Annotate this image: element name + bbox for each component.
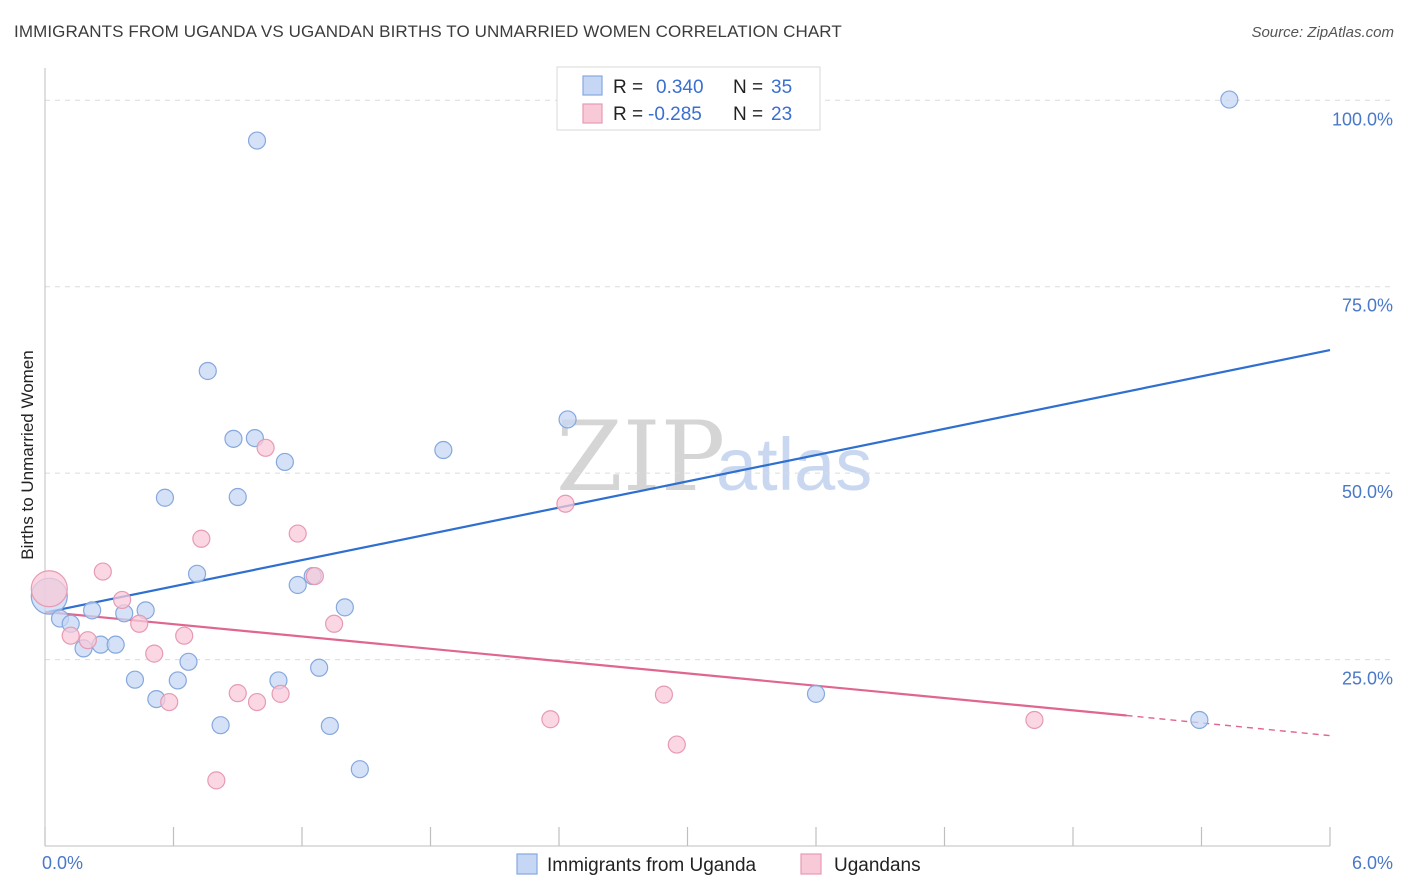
point-blue-20 [247,131,267,150]
legend-n-label-pink: N = [733,104,763,125]
x-tick-label-min: 0.0% [42,853,83,873]
point-blue-23 [288,575,307,595]
point-pink-1 [61,626,80,645]
point-blue-30 [558,410,577,429]
point-blue-27 [335,598,354,617]
point-pink-13 [256,438,275,457]
point-blue-15 [198,361,217,381]
point-blue-22 [275,452,294,472]
point-blue-28 [350,760,369,779]
trend-line-pink [44,610,1127,717]
legend-n-value-blue: 35 [771,77,792,98]
point-pink-5 [130,614,149,633]
series-legend-swatch-pink [800,853,822,875]
point-pink-11 [228,684,247,703]
legend-r-label-pink: R = [613,104,643,125]
y-axis-title: Births to Unmarried Women [18,350,37,559]
y-tick-label-50: 50.0% [1342,482,1393,502]
series-legend-label-pink: Ugandans [834,855,921,876]
chart-title: IMMIGRANTS FROM UGANDA VS UGANDAN BIRTHS… [14,22,842,41]
y-tick-label-75: 75.0% [1342,296,1393,316]
point-pink-21 [667,735,686,754]
stats-legend: R = 0.340 N = 35 R = -0.285 N = 23 [556,66,821,131]
point-pink-14 [271,684,290,703]
source-label: Source: ZipAtlas.com [1251,24,1394,41]
point-blue-33 [1220,90,1239,109]
point-blue-14 [187,564,207,583]
trend-lines [44,349,1331,737]
data-points [30,90,1239,790]
point-pink-4 [112,590,132,610]
trend-line-pink-extension [1126,714,1331,737]
legend-n-label-blue: N = [733,77,763,98]
point-blue-12 [168,671,187,690]
point-blue-17 [224,429,243,448]
point-blue-16 [211,716,230,735]
point-pink-6 [145,644,164,663]
point-pink-15 [288,524,307,543]
trend-line-blue [44,349,1331,614]
point-pink-16 [305,566,324,586]
point-blue-8 [125,670,145,689]
point-pink-19 [556,494,575,513]
axes [44,68,1331,847]
point-pink-2 [78,631,97,650]
legend-swatch-pink [582,103,603,124]
point-pink-3 [93,562,112,581]
point-pink-20 [654,685,674,704]
point-blue-18 [228,487,247,507]
legend-n-value-pink: 23 [771,104,792,125]
point-blue-25 [310,658,329,677]
legend-r-value-blue: 0.340 [656,77,704,98]
watermark-zip: ZIP [556,401,725,513]
point-blue-26 [320,716,339,736]
y-tick-label-100: 100.0% [1332,109,1393,129]
point-pink-18 [541,710,560,729]
gridlines [45,99,1395,661]
watermark: ZIP atlas [556,401,872,513]
y-tick-labels: 25.0% 50.0% 75.0% 100.0% [1332,109,1393,688]
y-tick-label-25: 25.0% [1342,669,1393,689]
x-tick-label-max: 6.0% [1352,853,1393,873]
point-pink-22 [1025,710,1044,730]
point-blue-6 [106,635,125,654]
point-blue-29 [434,440,453,460]
point-pink-8 [175,626,194,645]
legend-r-value-pink: -0.285 [648,104,702,125]
point-blue-11 [155,488,175,507]
point-blue-32 [806,684,826,703]
legend-r-label-blue: R = [613,77,643,98]
watermark-atlas: atlas [716,423,872,506]
point-pink-10 [207,771,226,790]
point-pink-9 [192,529,211,548]
point-blue-34 [1190,710,1209,730]
series-legend: Immigrants from Uganda Ugandans [516,853,921,876]
x-tick-labels: 0.0% 6.0% [42,853,1393,873]
point-pink-17 [325,614,344,633]
series-legend-label-blue: Immigrants from Uganda [547,855,757,876]
legend-swatch-blue [582,75,603,96]
point-blue-13 [179,652,198,671]
point-pink-0 [30,570,68,608]
series-legend-swatch-blue [516,853,538,875]
point-pink-12 [247,692,267,712]
point-pink-7 [160,692,179,712]
point-blue-4 [83,601,102,620]
